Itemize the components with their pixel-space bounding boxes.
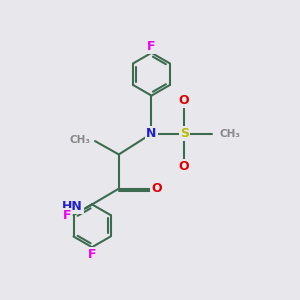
Text: HN: HN	[62, 200, 83, 213]
Text: CH₃: CH₃	[70, 135, 91, 145]
Text: CH₃: CH₃	[220, 129, 241, 139]
Text: O: O	[151, 182, 162, 195]
Text: F: F	[88, 248, 96, 261]
Text: N: N	[146, 127, 157, 140]
Text: F: F	[63, 208, 71, 222]
Text: O: O	[179, 94, 190, 107]
Text: S: S	[180, 127, 189, 140]
Text: F: F	[147, 40, 156, 53]
Text: O: O	[179, 160, 190, 173]
